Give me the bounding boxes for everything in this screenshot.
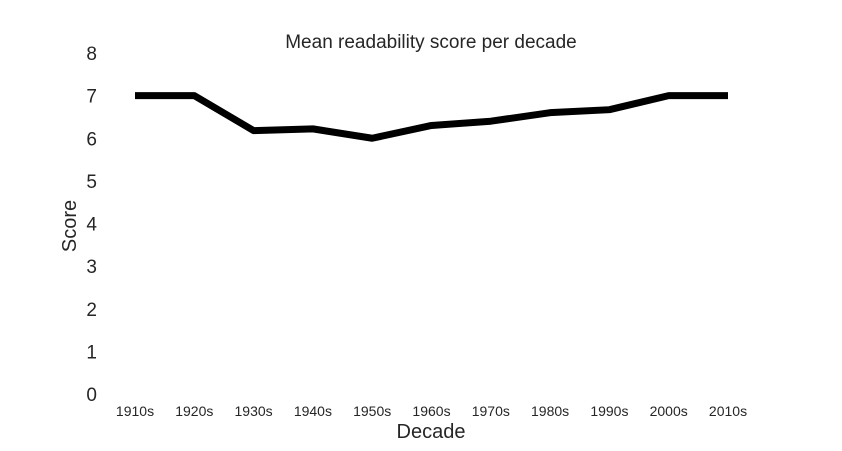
x-tick-label: 1940s: [294, 403, 332, 419]
series-line: [135, 92, 728, 142]
x-tick-label: 1960s: [412, 403, 450, 419]
x-tick-label: 1930s: [235, 403, 273, 419]
y-tick-label: 4: [86, 215, 97, 236]
x-tick-label: 2010s: [709, 403, 747, 419]
series-group: [135, 92, 728, 142]
x-tick-label: 1970s: [472, 403, 510, 419]
x-tick-label: 1990s: [590, 403, 628, 419]
x-axis-ticks: 1910s 1920s 1930s 1940s 1950s 1960s 1970s 1980s…: [116, 403, 747, 419]
y-axis-ticks: 0 1 2 3 4 5 6 7 8: [86, 44, 97, 406]
y-tick-label: 1: [86, 342, 97, 363]
y-tick-label: 7: [86, 87, 97, 108]
y-tick-label: 0: [86, 385, 97, 406]
x-tick-label: 1950s: [353, 403, 391, 419]
x-tick-label: 1920s: [175, 403, 213, 419]
x-tick-label: 1980s: [531, 403, 569, 419]
x-axis-label: Decade: [397, 421, 466, 443]
chart-title: Mean readability score per decade: [285, 32, 577, 53]
y-tick-label: 8: [86, 44, 97, 65]
x-tick-label: 2000s: [650, 403, 688, 419]
y-tick-label: 3: [86, 257, 97, 278]
y-tick-label: 2: [86, 300, 97, 321]
y-axis-label: Score: [59, 200, 81, 252]
y-tick-label: 6: [86, 129, 97, 150]
y-tick-label: 5: [86, 172, 97, 193]
x-tick-label: 1910s: [116, 403, 154, 419]
